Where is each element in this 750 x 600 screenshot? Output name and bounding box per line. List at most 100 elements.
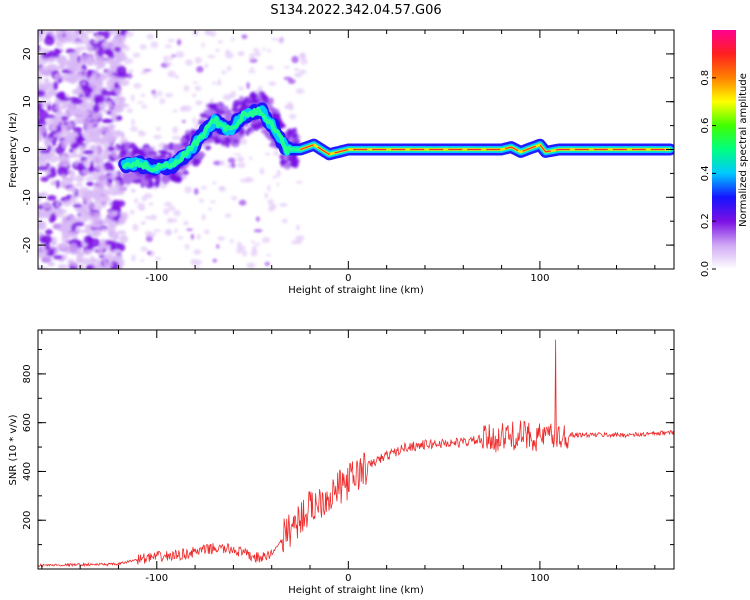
noise-blob <box>267 198 274 205</box>
noise-blob <box>201 213 206 221</box>
noise-blob <box>61 173 66 180</box>
noise-blob <box>83 120 90 124</box>
noise-blob <box>92 227 100 238</box>
noise-blob <box>140 258 144 262</box>
ridge-peak <box>300 143 671 155</box>
noise-blob <box>41 83 54 87</box>
noise-blob <box>106 68 113 76</box>
ridge-cloud <box>204 145 211 151</box>
noise-blob <box>251 240 255 244</box>
noise-blob <box>130 126 138 132</box>
noise-blob <box>139 43 147 50</box>
noise-blob <box>38 192 41 197</box>
colorbar-tick-label: 0.4 <box>700 165 711 181</box>
noise-blob <box>248 156 253 160</box>
noise-blob <box>231 195 238 201</box>
noise-blob <box>193 249 202 255</box>
noise-blob <box>133 82 142 89</box>
noise-blob <box>173 210 181 217</box>
noise-blob <box>38 231 44 238</box>
noise-blob <box>261 236 271 244</box>
noise-blob <box>38 89 46 98</box>
noise-blob <box>38 166 49 171</box>
noise-blob <box>171 135 181 140</box>
noise-blob <box>40 66 52 72</box>
noise-blob <box>53 247 59 255</box>
noise-blob <box>271 37 279 41</box>
noise-blob <box>192 116 196 125</box>
spectrogram-x-label: Height of straight line (km) <box>288 285 424 296</box>
noise-blob <box>60 121 65 125</box>
noise-blob <box>75 46 87 51</box>
ridge-cloud <box>247 127 252 132</box>
noise-blob <box>172 109 178 113</box>
noise-blob <box>230 90 237 98</box>
noise-blob <box>46 114 56 119</box>
noise-blob <box>112 220 117 225</box>
noise-blob <box>229 239 234 244</box>
noise-blob <box>120 133 125 140</box>
noise-blob <box>82 211 93 216</box>
noise-blob <box>110 74 117 81</box>
noise-blob <box>177 236 184 240</box>
ridge-cloud <box>231 107 239 113</box>
noise-blob <box>87 189 95 198</box>
ridge-cloud <box>195 155 200 160</box>
ridge-cloud <box>286 130 293 138</box>
noise-blob <box>41 201 52 210</box>
noise-blob <box>245 176 254 183</box>
noise-blob <box>107 101 113 109</box>
noise-blob <box>196 102 201 106</box>
noise-blob <box>273 150 279 157</box>
noise-blob <box>83 94 92 98</box>
noise-blob <box>55 92 65 99</box>
noise-blob <box>141 195 148 202</box>
noise-blob <box>131 254 136 262</box>
ridge-cloud <box>197 119 207 123</box>
noise-blob <box>186 228 193 231</box>
noise-blob <box>289 113 297 120</box>
noise-blob <box>291 55 299 64</box>
noise-blob <box>137 202 145 210</box>
noise-blob <box>279 202 288 207</box>
noise-blob <box>117 230 127 235</box>
noise-blob <box>164 44 173 49</box>
noise-blob <box>46 195 57 201</box>
noise-blob <box>81 257 91 265</box>
noise-blob <box>283 76 293 81</box>
noise-blob <box>47 256 53 263</box>
noise-blob <box>123 58 131 65</box>
noise-blob <box>97 48 104 57</box>
ridge-cloud <box>271 108 280 114</box>
noise-blob <box>87 166 95 173</box>
noise-blob <box>296 224 300 231</box>
noise-blob <box>87 249 94 254</box>
noise-blob <box>69 149 74 153</box>
spectrogram-x-tick-label: -100 <box>145 273 168 284</box>
noise-blob <box>91 144 103 153</box>
noise-blob <box>126 108 133 114</box>
noise-blob <box>209 98 214 105</box>
noise-blob <box>249 53 255 61</box>
noise-blob <box>75 109 86 116</box>
noise-blob <box>129 209 135 215</box>
noise-blob <box>38 124 46 135</box>
noise-blob <box>99 227 109 232</box>
noise-blob <box>83 159 90 168</box>
noise-blob <box>167 38 175 43</box>
noise-blob <box>91 126 100 134</box>
noise-blob <box>39 149 51 154</box>
noise-blob <box>62 73 74 80</box>
ridge-cloud <box>199 112 209 119</box>
noise-blob <box>43 77 50 85</box>
noise-blob <box>253 50 261 57</box>
noise-blob <box>70 131 79 139</box>
noise-blob <box>296 180 303 184</box>
noise-blob <box>56 124 62 133</box>
noise-blob <box>81 169 89 175</box>
noise-blob <box>183 85 190 92</box>
noise-blob <box>174 75 180 79</box>
ridge-cloud <box>179 138 187 143</box>
noise-blob <box>38 30 45 37</box>
noise-blob <box>175 50 185 59</box>
